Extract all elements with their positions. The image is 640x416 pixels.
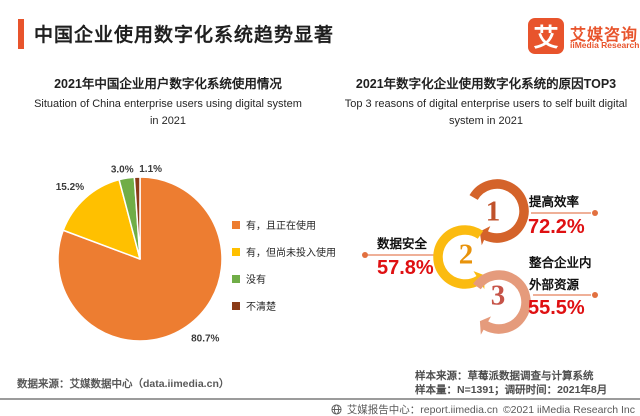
logo-name-cn: 艾媒咨询 [570,27,639,44]
footer: 艾媒报告中心：report.iimedia.cn ©2021 iiMedia R… [331,402,635,416]
top3-arrows-graphic [362,179,598,335]
reason-1-label: 提高效率 [529,195,580,209]
footer-report-center: 艾媒报告中心：report.iimedia.cn [346,404,498,416]
logo-mark: 艾 [533,24,559,52]
sample-source-line2: 样本量：N=1391；调研时间：2021年8月 [415,384,608,396]
title-accent-bar [18,19,24,49]
pie-chart: 80.7% 15.2% 3.0% 1.1% [56,164,223,345]
page-title: 中国企业使用数字化系统趋势显著 [34,25,335,46]
arrowhead-icon [479,316,492,335]
rank-circle-arrow [472,270,531,334]
footer-copyright: ©2021 iiMedia Research Inc [502,403,635,416]
pie-value-label: 15.2% [56,182,84,193]
reason-2-label: 数据安全 [377,237,428,251]
pie-value-label: 80.7% [191,334,219,345]
pie-value-label: 3.0% [111,164,134,175]
iimedia-logo-icon: 艾 [528,18,564,54]
footer-divider [0,398,640,400]
connector-dot [592,292,598,298]
pie-slice [57,176,223,342]
rank-number-2: 2 [458,238,474,271]
legend-swatch-icon [232,247,240,256]
data-source-note: 数据来源：艾媒数据中心（data.iimedia.cn） [17,378,230,390]
rank-number-1: 1 [485,195,501,228]
pie-slice [133,176,141,260]
pie-subtitle-line2: in 2021 [149,115,187,127]
legend-item: 不清楚 [232,300,336,313]
logo-name-en: iiMedia Research [570,40,640,50]
sample-source-line1: 样本来源：草莓派数据调查与计算系统 [415,370,594,382]
reason-3-label-line1: 整合企业内 [529,256,592,270]
legend-swatch-icon [232,220,240,229]
legend-item: 有，且正在使用 [232,219,336,232]
reason-2-value: 57.8% [377,257,434,279]
top3-chart-subtitle: Top 3 reasons of digital enterprise user… [334,96,638,130]
connector-dot [362,252,368,258]
pie-slice [62,178,141,260]
legend-item: 没有 [232,273,336,286]
connector-dot [592,210,598,216]
legend-item: 有，但尚未投入使用 [232,246,336,259]
pie-legend: 有，且正在使用 有，但尚未投入使用 没有 不清楚 [232,219,336,313]
legend-swatch-icon [232,301,240,310]
reason-3-value: 55.5% [528,297,585,319]
sample-source-note: 样本来源：草莓派数据调查与计算系统 样本量：N=1391；调研时间：2021年8… [415,369,607,397]
globe-icon [331,404,342,415]
legend-label: 有，但尚未投入使用 [246,248,336,259]
legend-label: 有，且正在使用 [246,221,316,232]
top3-subtitle-line1: Top 3 reasons of digital enterprise user… [344,98,628,110]
pie-chart-subtitle: Situation of China enterprise users usin… [12,96,324,130]
pie-chart-title: 2021年中国企业用户数字化系统使用情况 [54,77,282,91]
reason-1-value: 72.2% [528,216,585,238]
legend-label: 不清楚 [246,302,276,313]
legend-swatch-icon [232,274,240,283]
pie-value-label: 1.1% [139,164,162,175]
top3-chart-title: 2021年数字化企业使用数字化系统的原因TOP3 [355,77,617,91]
rank-number-3: 3 [490,279,506,312]
legend-label: 没有 [246,275,266,286]
reason-3-label-line2: 外部资源 [529,278,580,292]
rank-circle-arrow [469,179,529,243]
top3-subtitle-line2: system in 2021 [449,115,523,127]
rank-circle-arrow [433,225,484,289]
pie-subtitle-line1: Situation of China enterprise users usin… [34,98,302,110]
